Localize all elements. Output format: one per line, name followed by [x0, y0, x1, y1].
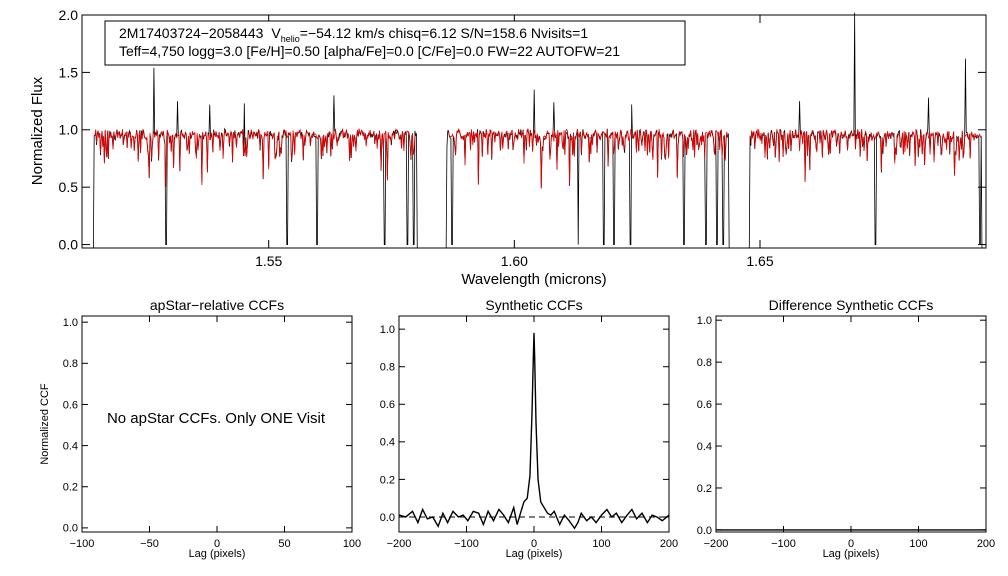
spectrum-info-line2: Teff=4,750 logg=3.0 [Fe/H]=0.50 [alpha/F… [119, 43, 620, 59]
spectrum-ytick-label: 2.0 [59, 7, 79, 23]
apstar-ccf-title: apStar−relative CCFs [150, 297, 284, 313]
difference-ccf-ytick-label: 0.0 [697, 525, 712, 537]
synthetic-ccf-xtick-label: −100 [454, 538, 479, 550]
synthetic-ccf-xtick-label: 200 [660, 538, 678, 550]
spectrum-info-line1: 2M17403724−2058443 Vhelio=−54.12 km/s chi… [119, 25, 588, 44]
star-id: 2M17403724−2058443 [119, 25, 264, 41]
spectrum-traces [91, 12, 984, 249]
difference-ccf-axis-ticks: −200 −100 0 100 200 0.0 0.2 0.4 0.6 0.8 1.0 [697, 315, 995, 550]
apstar-ccf-ytick-label: 0.0 [63, 523, 78, 535]
spectrum-ytick-label: 1.5 [59, 64, 79, 80]
model-spectrum-chip-1 [94, 127, 416, 187]
synthetic-ccf-ytick-label: 0.6 [380, 399, 395, 411]
spectrum-xlabel: Wavelength (microns) [461, 271, 606, 288]
spectrum-info-box: 2M17403724−2058443 Vhelio=−54.12 km/s chi… [104, 20, 686, 66]
observed-spectrum-chip-2 [444, 89, 730, 249]
spectrum-ylabel: Normalized Flux [29, 76, 46, 185]
difference-ccf-xtick-label: 0 [848, 538, 854, 550]
synthetic-ccf-traces [398, 332, 670, 530]
difference-ccf-frame [715, 315, 987, 533]
difference-ccf-title: Difference Synthetic CCFs [769, 297, 934, 313]
apstar-ccf-ytick-label: 1.0 [63, 317, 78, 329]
difference-ccf-xtick-label: −100 [771, 538, 796, 550]
synthetic-ccf-ytick-label: 0.4 [380, 437, 395, 449]
apstar-ccf-ytick-label: 0.6 [63, 399, 78, 411]
vhelio-and-stats: =−54.12 km/s chisq=6.12 S/N=158.6 Nvisit… [300, 25, 589, 41]
spectrum-xtick-label: 1.55 [255, 253, 282, 269]
synthetic-ccf-xtick-label: −200 [387, 538, 412, 550]
difference-ccf-ytick-label: 0.6 [697, 399, 712, 411]
model-spectrum-chip-3 [750, 128, 981, 183]
model-spectrum-chip-2 [447, 128, 728, 189]
spectrum-ytick-label: 1.0 [59, 122, 79, 138]
spectrum-xtick-label: 1.65 [746, 253, 773, 269]
synthetic-ccf-ytick-label: 0.0 [380, 512, 395, 524]
spectrum-info-frame [104, 20, 686, 66]
difference-ccf-ytick-label: 0.2 [697, 483, 712, 495]
apstar-ccf-panel: apStar−relative CCFs −100 −50 0 50 100 0.0 0.2… [39, 297, 361, 560]
difference-ccf-panel: Difference Synthetic CCFs −200 −100 0 100 20… [697, 297, 995, 560]
difference-ccf-xtick-label: −200 [704, 538, 729, 550]
difference-ccf-xtick-label: 200 [977, 538, 995, 550]
spectrum-ytick-label: 0.0 [59, 236, 79, 252]
synthetic-ccf-panel: Synthetic CCFs −200 −100 0 100 200 0.0 0.2 0.4 0… [380, 297, 678, 560]
difference-ccf-xlabel: Lag (pixels) [823, 548, 880, 560]
apstar-ccf-xtick-label: 50 [278, 538, 290, 550]
apstar-ccf-ytick-label: 0.4 [63, 440, 78, 452]
synthetic-ccf-xtick-label: 100 [592, 538, 610, 550]
difference-ccf-ytick-label: 0.4 [697, 441, 712, 453]
vhelio-symbol: V [271, 25, 281, 41]
synthetic-ccf-axis-ticks: −200 −100 0 100 200 0.0 0.2 0.4 0.6 0.8 1.0 [380, 316, 678, 550]
spectrum-panel: 1.55 1.60 1.65 0.0 0.5 1.0 1.5 2.0 2M17403724−2… [29, 7, 987, 288]
synthetic-ccf-ytick-label: 1.0 [380, 324, 395, 336]
spectrum-ytick-label: 0.5 [59, 179, 79, 195]
difference-ccf-ytick-label: 1.0 [697, 315, 712, 327]
spectrum-axis-ticks: 1.55 1.60 1.65 0.0 0.5 1.0 1.5 2.0 [59, 7, 986, 269]
synthetic-ccf-ytick-label: 0.8 [380, 362, 395, 374]
synthetic-ccf-line [398, 332, 670, 530]
vhelio-subscript: helio [281, 34, 300, 44]
synthetic-ccf-xlabel: Lag (pixels) [506, 548, 563, 560]
synthetic-ccf-title: Synthetic CCFs [485, 297, 582, 313]
apstar-ccf-ylabel: Normalized CCF [39, 383, 51, 465]
apstar-ccf-ytick-label: 0.2 [63, 482, 78, 494]
apstar-ccf-xlabel: Lag (pixels) [189, 548, 246, 560]
apstar-ccf-xtick-label: −50 [140, 538, 159, 550]
apstar-ccf-xtick-label: 100 [343, 538, 361, 550]
apstar-ccf-xtick-label: −100 [70, 538, 95, 550]
spectrum-plot-frame [81, 14, 987, 249]
apstar-ccf-axis-ticks: −100 −50 0 50 100 0.0 0.2 0.4 0.6 0.8 1.0 [63, 316, 361, 550]
synthetic-ccf-xtick-label: 0 [531, 538, 537, 550]
apstar-ccf-message: No apStar CCFs. Only ONE Visit [107, 410, 326, 427]
observed-spectrum-chip-1 [91, 67, 419, 249]
difference-ccf-xtick-label: 100 [909, 538, 927, 550]
synthetic-ccf-ytick-label: 0.2 [380, 474, 395, 486]
difference-ccf-ytick-label: 0.8 [697, 357, 712, 369]
apstar-ccf-ytick-label: 0.8 [63, 358, 78, 370]
apstar-ccf-xtick-label: 0 [214, 538, 220, 550]
spectrum-xtick-label: 1.60 [501, 253, 528, 269]
